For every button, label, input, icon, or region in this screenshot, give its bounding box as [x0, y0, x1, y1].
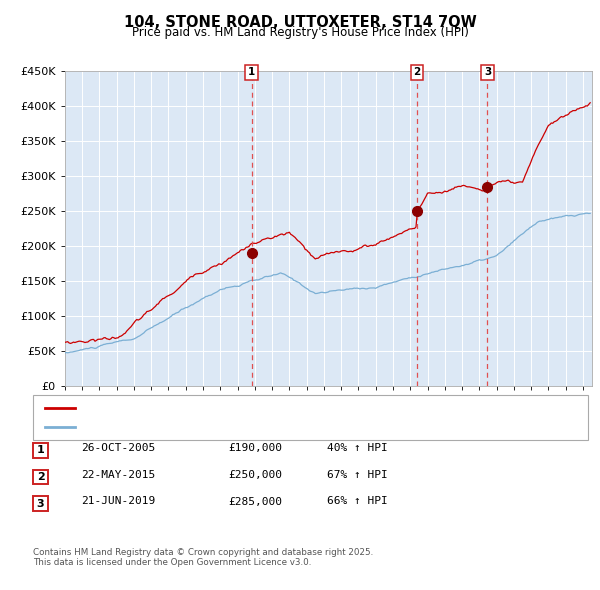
Text: Contains HM Land Registry data © Crown copyright and database right 2025.
This d: Contains HM Land Registry data © Crown c… — [33, 548, 373, 567]
Text: HPI: Average price, semi-detached house, East Staffordshire: HPI: Average price, semi-detached house,… — [81, 422, 396, 432]
Text: £190,000: £190,000 — [228, 444, 282, 453]
Text: 2: 2 — [413, 67, 421, 77]
Text: 2: 2 — [37, 472, 44, 482]
Text: 1: 1 — [248, 67, 256, 77]
Text: 21-JUN-2019: 21-JUN-2019 — [81, 497, 155, 506]
Text: 3: 3 — [37, 499, 44, 509]
Text: £285,000: £285,000 — [228, 497, 282, 506]
Text: 3: 3 — [484, 67, 491, 77]
Text: 104, STONE ROAD, UTTOXETER, ST14 7QW: 104, STONE ROAD, UTTOXETER, ST14 7QW — [124, 15, 476, 30]
Text: 67% ↑ HPI: 67% ↑ HPI — [327, 470, 388, 480]
Text: Price paid vs. HM Land Registry's House Price Index (HPI): Price paid vs. HM Land Registry's House … — [131, 26, 469, 39]
Text: £250,000: £250,000 — [228, 470, 282, 480]
Text: 40% ↑ HPI: 40% ↑ HPI — [327, 444, 388, 453]
Text: 1: 1 — [37, 445, 44, 455]
Text: 26-OCT-2005: 26-OCT-2005 — [81, 444, 155, 453]
Text: 22-MAY-2015: 22-MAY-2015 — [81, 470, 155, 480]
Text: 66% ↑ HPI: 66% ↑ HPI — [327, 497, 388, 506]
Text: 104, STONE ROAD, UTTOXETER, ST14 7QW (semi-detached house): 104, STONE ROAD, UTTOXETER, ST14 7QW (se… — [81, 403, 429, 412]
